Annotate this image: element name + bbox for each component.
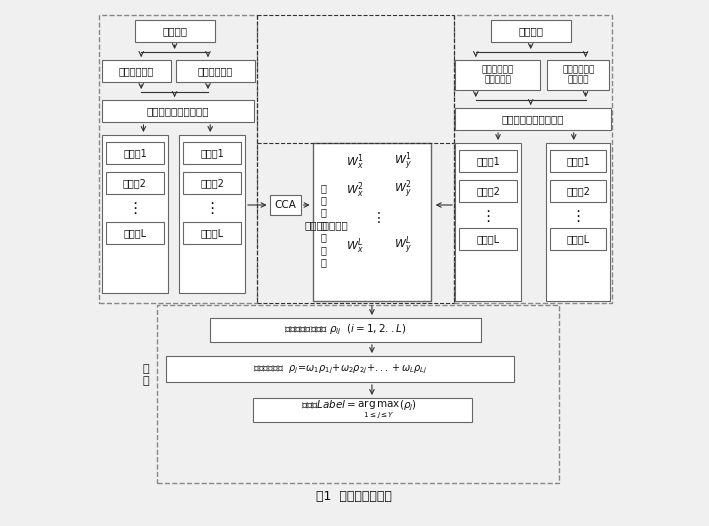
Text: $W_y^L$: $W_y^L$ (394, 235, 412, 257)
Text: ⋮: ⋮ (204, 200, 219, 216)
Text: CCA: CCA (274, 200, 296, 210)
Bar (550, 150, 606, 172)
Bar (459, 180, 518, 202)
Text: $W_x^L$: $W_x^L$ (346, 236, 364, 256)
Bar (99, 15, 257, 303)
Text: 正常行走状态: 正常行走状态 (119, 66, 154, 76)
Text: $W_y^1$: $W_y^1$ (394, 151, 412, 173)
Text: $W_y^2$: $W_y^2$ (394, 179, 412, 201)
Text: 最佳投影矩阵对: 最佳投影矩阵对 (304, 220, 348, 230)
Bar (455, 143, 521, 301)
Bar (106, 222, 164, 244)
Text: 局部变化状态: 局部变化状态 (198, 66, 233, 76)
Text: 子模式1: 子模式1 (123, 148, 147, 158)
Text: 子模式1: 子模式1 (476, 156, 500, 166)
Text: $W_x^2$: $W_x^2$ (346, 180, 364, 200)
Bar (455, 108, 611, 130)
Bar (106, 172, 164, 194)
Bar (454, 15, 612, 303)
Bar (102, 60, 171, 82)
Text: 测试样本: 测试样本 (518, 26, 543, 36)
Text: 输出：$\mathit{Label}=\underset{1\leq j\leq Y}{\arg\max}(\rho_j)$: 输出：$\mathit{Label}=\underset{1\leq j\leq… (301, 399, 417, 421)
Bar (455, 60, 540, 90)
Bar (459, 150, 518, 172)
Bar (313, 143, 431, 301)
Text: 整体相关系数  $\rho_j\!=\!\omega_1\rho_{1j}\!+\!\omega_2\rho_{2j}\!+\!...+\omega_L\rho: 整体相关系数 $\rho_j\!=\!\omega_1\rho_{1j}\!+\… (252, 362, 428, 376)
Text: 子模式L: 子模式L (123, 228, 147, 238)
Bar (179, 135, 245, 293)
Text: 子模式L: 子模式L (566, 234, 590, 244)
Bar (210, 318, 481, 342)
Bar (102, 135, 168, 293)
Text: 子模式1: 子模式1 (566, 156, 590, 166)
Bar (135, 20, 215, 42)
Bar (550, 180, 606, 202)
Text: 最
佳
投
影
矩
阵
对: 最 佳 投 影 矩 阵 对 (320, 183, 327, 267)
Text: 子模式2: 子模式2 (476, 186, 500, 196)
Text: 子模式2: 子模式2 (566, 186, 590, 196)
Bar (157, 305, 559, 483)
Text: 按照局部信息熵值分块: 按照局部信息熵值分块 (147, 106, 209, 116)
Text: ⋮: ⋮ (127, 200, 143, 216)
Bar (106, 142, 164, 164)
Bar (176, 60, 255, 82)
Bar (183, 172, 241, 194)
Text: $W_x^1$: $W_x^1$ (346, 152, 364, 172)
Text: ⋮: ⋮ (372, 211, 386, 225)
Bar (102, 100, 254, 122)
Bar (269, 195, 301, 215)
Bar (166, 356, 514, 382)
Text: 图1  本文算法流程图: 图1 本文算法流程图 (316, 490, 392, 502)
Text: 局部变化状态
待测样本: 局部变化状态 待测样本 (562, 65, 594, 85)
Text: 按照局部信息熵值分块: 按照局部信息熵值分块 (502, 114, 564, 124)
Text: 计算局部相关系数 $\rho_{ij}$  $(i=1,2..L)$: 计算局部相关系数 $\rho_{ij}$ $(i=1,2..L)$ (284, 323, 407, 337)
Text: 子模式2: 子模式2 (123, 178, 147, 188)
Bar (253, 398, 472, 422)
Text: 正常行走状态
测试样本集: 正常行走状态 测试样本集 (481, 65, 514, 85)
Bar (550, 228, 606, 250)
Text: 子模式2: 子模式2 (200, 178, 224, 188)
Bar (183, 142, 241, 164)
Bar (459, 228, 518, 250)
Bar (546, 143, 610, 301)
Text: 子模式L: 子模式L (476, 234, 500, 244)
Bar (491, 20, 571, 42)
Bar (183, 222, 241, 244)
Text: ⋮: ⋮ (480, 208, 496, 224)
Text: 分
类: 分 类 (143, 364, 149, 386)
Text: ⋮: ⋮ (571, 208, 586, 224)
Text: 训练样本: 训练样本 (162, 26, 187, 36)
Bar (547, 60, 609, 90)
Text: 子模式L: 子模式L (201, 228, 223, 238)
Text: 子模式1: 子模式1 (200, 148, 224, 158)
